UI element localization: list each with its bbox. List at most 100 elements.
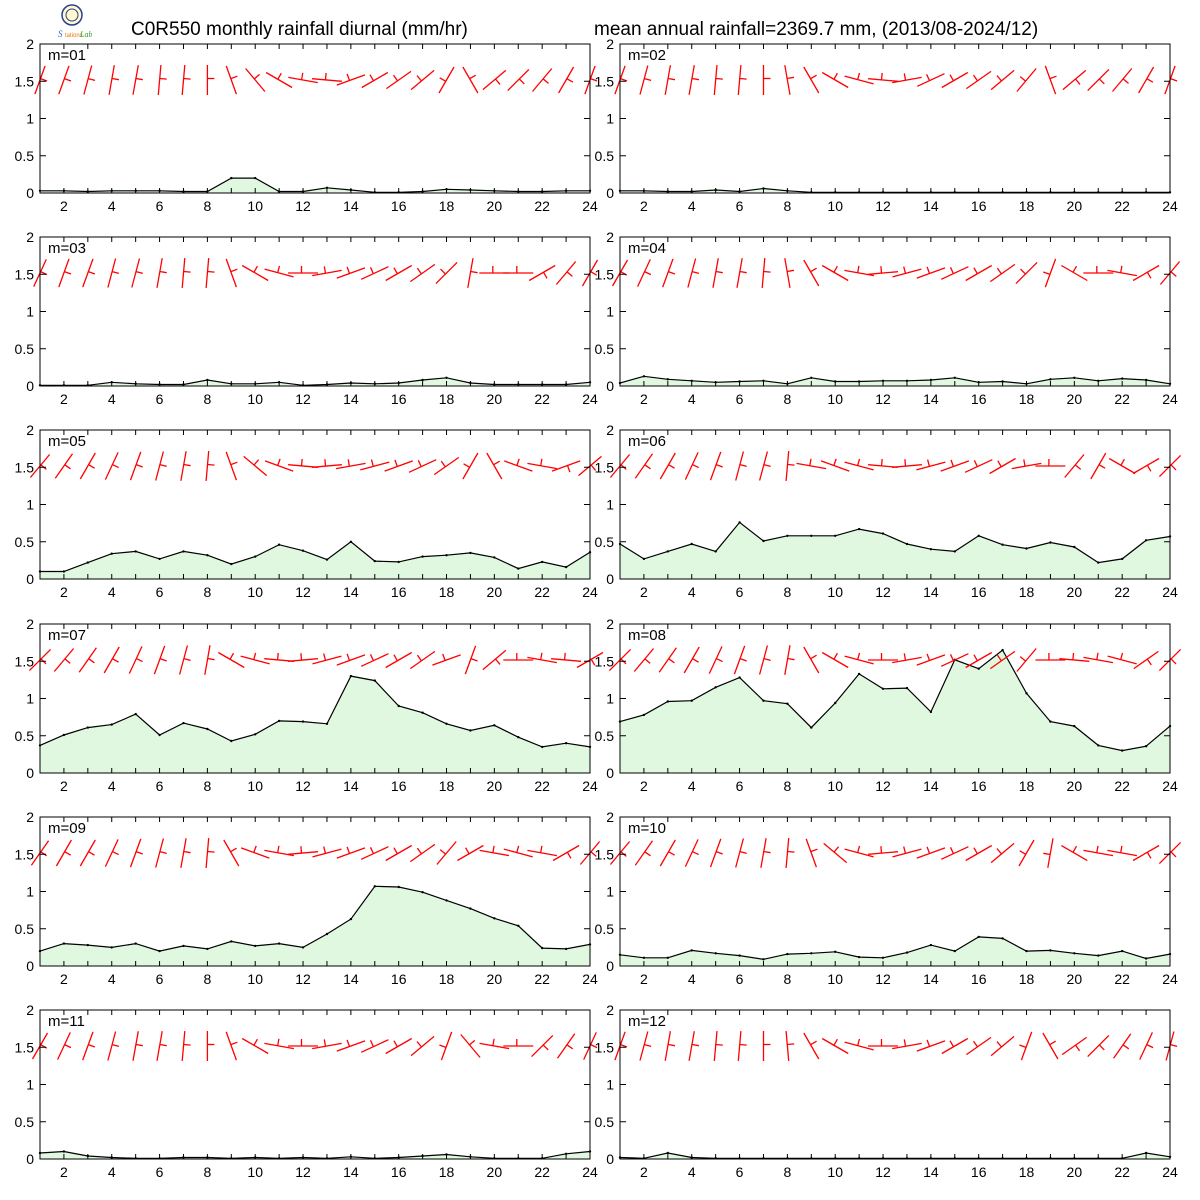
y-tick-label: 0 bbox=[26, 765, 34, 781]
wind-barb-flag bbox=[111, 270, 120, 275]
x-tick-label: 18 bbox=[439, 584, 455, 600]
x-tick-label: 20 bbox=[487, 391, 503, 407]
rainfall-point bbox=[564, 1152, 568, 1156]
rainfall-point bbox=[134, 712, 137, 716]
month-label: m=06 bbox=[628, 433, 666, 450]
plot-frame bbox=[619, 43, 1171, 194]
wind-barb-shaft bbox=[462, 66, 479, 94]
wind-barb bbox=[205, 451, 215, 481]
x-tick-label: 12 bbox=[875, 584, 891, 600]
x-tick-label: 18 bbox=[1019, 198, 1035, 214]
rainfall-point bbox=[953, 949, 956, 953]
rainfall-point bbox=[86, 726, 90, 729]
wind-barb-flag bbox=[495, 658, 501, 665]
y-tick-label: 2 bbox=[606, 616, 614, 632]
wind-barb-flag bbox=[563, 652, 566, 660]
rainfall-point bbox=[1025, 692, 1028, 695]
rainfall-point bbox=[1049, 541, 1052, 544]
wind-barb bbox=[558, 66, 575, 94]
wind-barb-flag bbox=[668, 851, 675, 856]
wind-barb-flag bbox=[369, 74, 375, 82]
wind-barb bbox=[758, 645, 771, 675]
wind-barb-shaft bbox=[336, 847, 366, 859]
wind-barb-shaft bbox=[1133, 650, 1159, 670]
wind-barb-shaft bbox=[1087, 68, 1110, 92]
wind-barb-shaft bbox=[58, 258, 70, 288]
wind-barb-flag bbox=[470, 657, 478, 662]
y-tick-label: 1.5 bbox=[15, 266, 35, 282]
wind-barb bbox=[659, 839, 676, 867]
wind-barb bbox=[966, 1036, 992, 1056]
wind-barb-shaft bbox=[940, 653, 969, 667]
x-tick-label: 6 bbox=[736, 584, 744, 600]
wind-barb-flag bbox=[1072, 265, 1078, 273]
rainfall-point bbox=[158, 733, 161, 737]
wind-barb-flag bbox=[40, 77, 48, 82]
wind-barb-shaft bbox=[844, 655, 874, 665]
wind-barb bbox=[181, 65, 191, 95]
wind-barb bbox=[82, 258, 96, 288]
wind-barb-shaft bbox=[435, 261, 458, 285]
wind-barb-flag bbox=[857, 1038, 861, 1046]
wind-barb-shaft bbox=[436, 841, 457, 865]
rainfall-point bbox=[182, 721, 185, 725]
wind-barb bbox=[803, 66, 820, 94]
wind-barb-shaft bbox=[1018, 839, 1035, 867]
wind-barb-flag bbox=[786, 269, 795, 273]
wind-barb bbox=[409, 650, 436, 670]
wind-barb bbox=[204, 645, 215, 675]
wind-barb-shaft bbox=[438, 66, 455, 94]
y-tick-label: 1.5 bbox=[15, 846, 35, 862]
rainfall-point bbox=[1121, 749, 1124, 752]
wind-barb-flag bbox=[230, 1041, 238, 1046]
wind-barb bbox=[336, 73, 366, 86]
wind-barb-flag bbox=[566, 78, 574, 83]
wind-barb-shaft bbox=[408, 459, 437, 473]
y-tick-label: 0 bbox=[26, 1151, 34, 1167]
wind-barb-shaft bbox=[460, 1034, 481, 1058]
wind-barb bbox=[784, 258, 795, 288]
wind-barb-shaft bbox=[156, 258, 163, 288]
x-tick-label: 20 bbox=[487, 584, 503, 600]
wind-barb-shaft bbox=[507, 68, 530, 92]
wind-barb-shaft bbox=[440, 1031, 453, 1061]
y-tick-label: 0.5 bbox=[595, 921, 615, 937]
wind-barb bbox=[916, 459, 946, 471]
wind-barb bbox=[989, 457, 1016, 475]
wind-barb bbox=[240, 845, 270, 859]
wind-barb bbox=[205, 258, 215, 288]
wind-barb bbox=[503, 266, 534, 274]
x-tick-label: 22 bbox=[1114, 971, 1130, 987]
wind-barb-shaft bbox=[1015, 261, 1038, 285]
wind-barb bbox=[129, 838, 143, 868]
wind-barb-shaft bbox=[335, 462, 366, 470]
rainfall-point bbox=[206, 378, 209, 382]
wind-barb-flag bbox=[253, 1038, 258, 1046]
wind-barb bbox=[457, 844, 484, 862]
rainfall-point bbox=[834, 950, 837, 953]
wind-barb bbox=[131, 258, 143, 288]
panel-m-06: 00.511.522 4 6 8 10 12 14 16 18 20 22 24m=06 bbox=[595, 422, 1182, 600]
wind-barb bbox=[823, 842, 848, 864]
panel-m-07: 00.511.522 4 6 8 10 12 14 16 18 20 22 24m=07 bbox=[15, 616, 604, 794]
wind-barb bbox=[157, 65, 167, 95]
wind-barb bbox=[79, 839, 96, 867]
chart-title: C0R550 monthly rainfall diurnal (mm/hr) bbox=[131, 19, 468, 40]
wind-barb bbox=[1061, 1036, 1087, 1056]
y-tick-label: 2 bbox=[26, 809, 34, 825]
plot-border bbox=[619, 816, 1171, 967]
rainfall-point bbox=[857, 955, 861, 959]
wind-barb-flag bbox=[416, 75, 422, 82]
rainfall-point bbox=[325, 722, 329, 725]
x-tick-label: 8 bbox=[783, 971, 791, 987]
rainfall-point bbox=[469, 907, 472, 910]
wind-barb-shaft bbox=[410, 69, 435, 91]
wind-barb bbox=[1061, 844, 1088, 862]
wind-barb-flag bbox=[644, 271, 652, 276]
wind-barb-flag bbox=[88, 658, 95, 664]
wind-barb bbox=[1107, 265, 1138, 277]
wind-barb bbox=[659, 452, 676, 480]
wind-barb-flag bbox=[833, 458, 837, 466]
wind-barb-shaft bbox=[312, 269, 342, 277]
wind-barb-shaft bbox=[464, 645, 477, 675]
